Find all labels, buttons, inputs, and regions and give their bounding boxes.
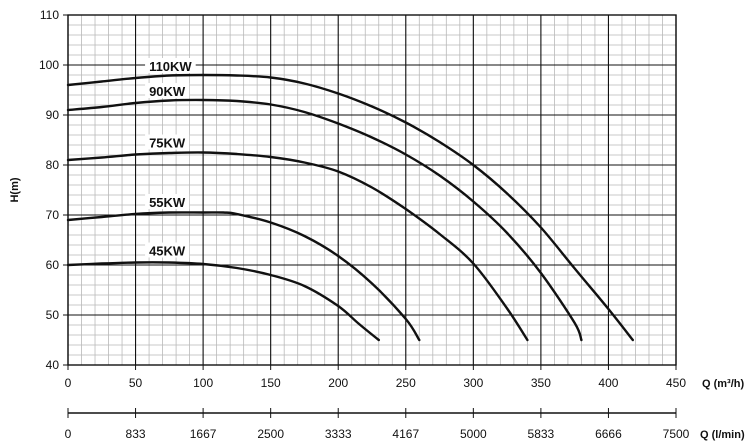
curve-75kw (66, 151, 529, 342)
y-tick-label: 80 (46, 158, 60, 172)
curves (66, 73, 634, 342)
y-tick-label: 70 (46, 208, 60, 222)
plot-border (67, 14, 677, 366)
curve-label-75kw: 75KW (149, 136, 186, 151)
y-tick-label: 50 (46, 308, 60, 322)
secondary-x-axis: 0 833 1667 2500 3333 4167 5000 5833 6666 7500 (65, 408, 690, 441)
x-tick-label: 300 (463, 376, 483, 390)
curve-45kw (66, 261, 380, 342)
x-axis-ticks: 0 50 100 150 200 250 300 350 400 450 (65, 365, 686, 390)
curve-label-110kw: 110KW (149, 59, 192, 74)
y-tick-label: 110 (40, 8, 59, 22)
y-axis-title: H(m) (9, 177, 21, 202)
curve-90kw (66, 98, 583, 342)
x-tick-label: 250 (396, 376, 416, 390)
secondary-x-axis-title: Q (l/min) (700, 429, 745, 441)
x-tick-label: 100 (193, 376, 213, 390)
curve-label-bg (145, 242, 190, 258)
curve-labels: 110KW 90KW 75KW 55KW 45KW (145, 58, 196, 259)
x-tick-label: 0 (65, 376, 72, 390)
secondary-x-tick-label: 0 (65, 427, 72, 441)
y-tick-label: 60 (46, 258, 60, 272)
x-tick-label: 50 (129, 376, 143, 390)
x-tick-label: 150 (261, 376, 281, 390)
y-tick-label: 40 (46, 358, 60, 372)
secondary-x-tick-label: 7500 (663, 427, 690, 441)
secondary-x-tick-label: 5000 (460, 427, 487, 441)
secondary-x-tick-label: 6666 (595, 427, 622, 441)
x-tick-label: 450 (666, 376, 686, 390)
y-tick-label: 100 (39, 58, 59, 72)
secondary-x-tick-label: 833 (126, 427, 146, 441)
secondary-x-tick-label: 4167 (392, 427, 419, 441)
y-tick-label: 90 (46, 108, 60, 122)
secondary-x-tick-label: 3333 (325, 427, 352, 441)
curve-110kw (66, 73, 634, 342)
plot-frame (67, 14, 677, 366)
x-tick-label: 200 (328, 376, 348, 390)
secondary-x-tick-label: 2500 (257, 427, 284, 441)
curve-label-45kw: 45KW (149, 244, 186, 259)
curve-label-bg (145, 134, 190, 150)
secondary-x-tick-label: 5833 (528, 427, 555, 441)
x-axis-title: Q (m³/h) (702, 378, 744, 390)
curve-label-90kw: 90KW (149, 84, 186, 99)
x-tick-label: 350 (531, 376, 551, 390)
curve-label-bg (145, 83, 190, 98)
curve-55kw (66, 211, 421, 342)
y-axis-ticks: 40 50 60 70 80 90 100 110 (39, 8, 68, 372)
secondary-x-tick-label: 1667 (190, 427, 217, 441)
curve-label-bg (145, 194, 190, 209)
x-tick-label: 400 (598, 376, 618, 390)
curve-label-bg (145, 58, 196, 73)
curve-label-55kw: 55KW (149, 195, 186, 210)
